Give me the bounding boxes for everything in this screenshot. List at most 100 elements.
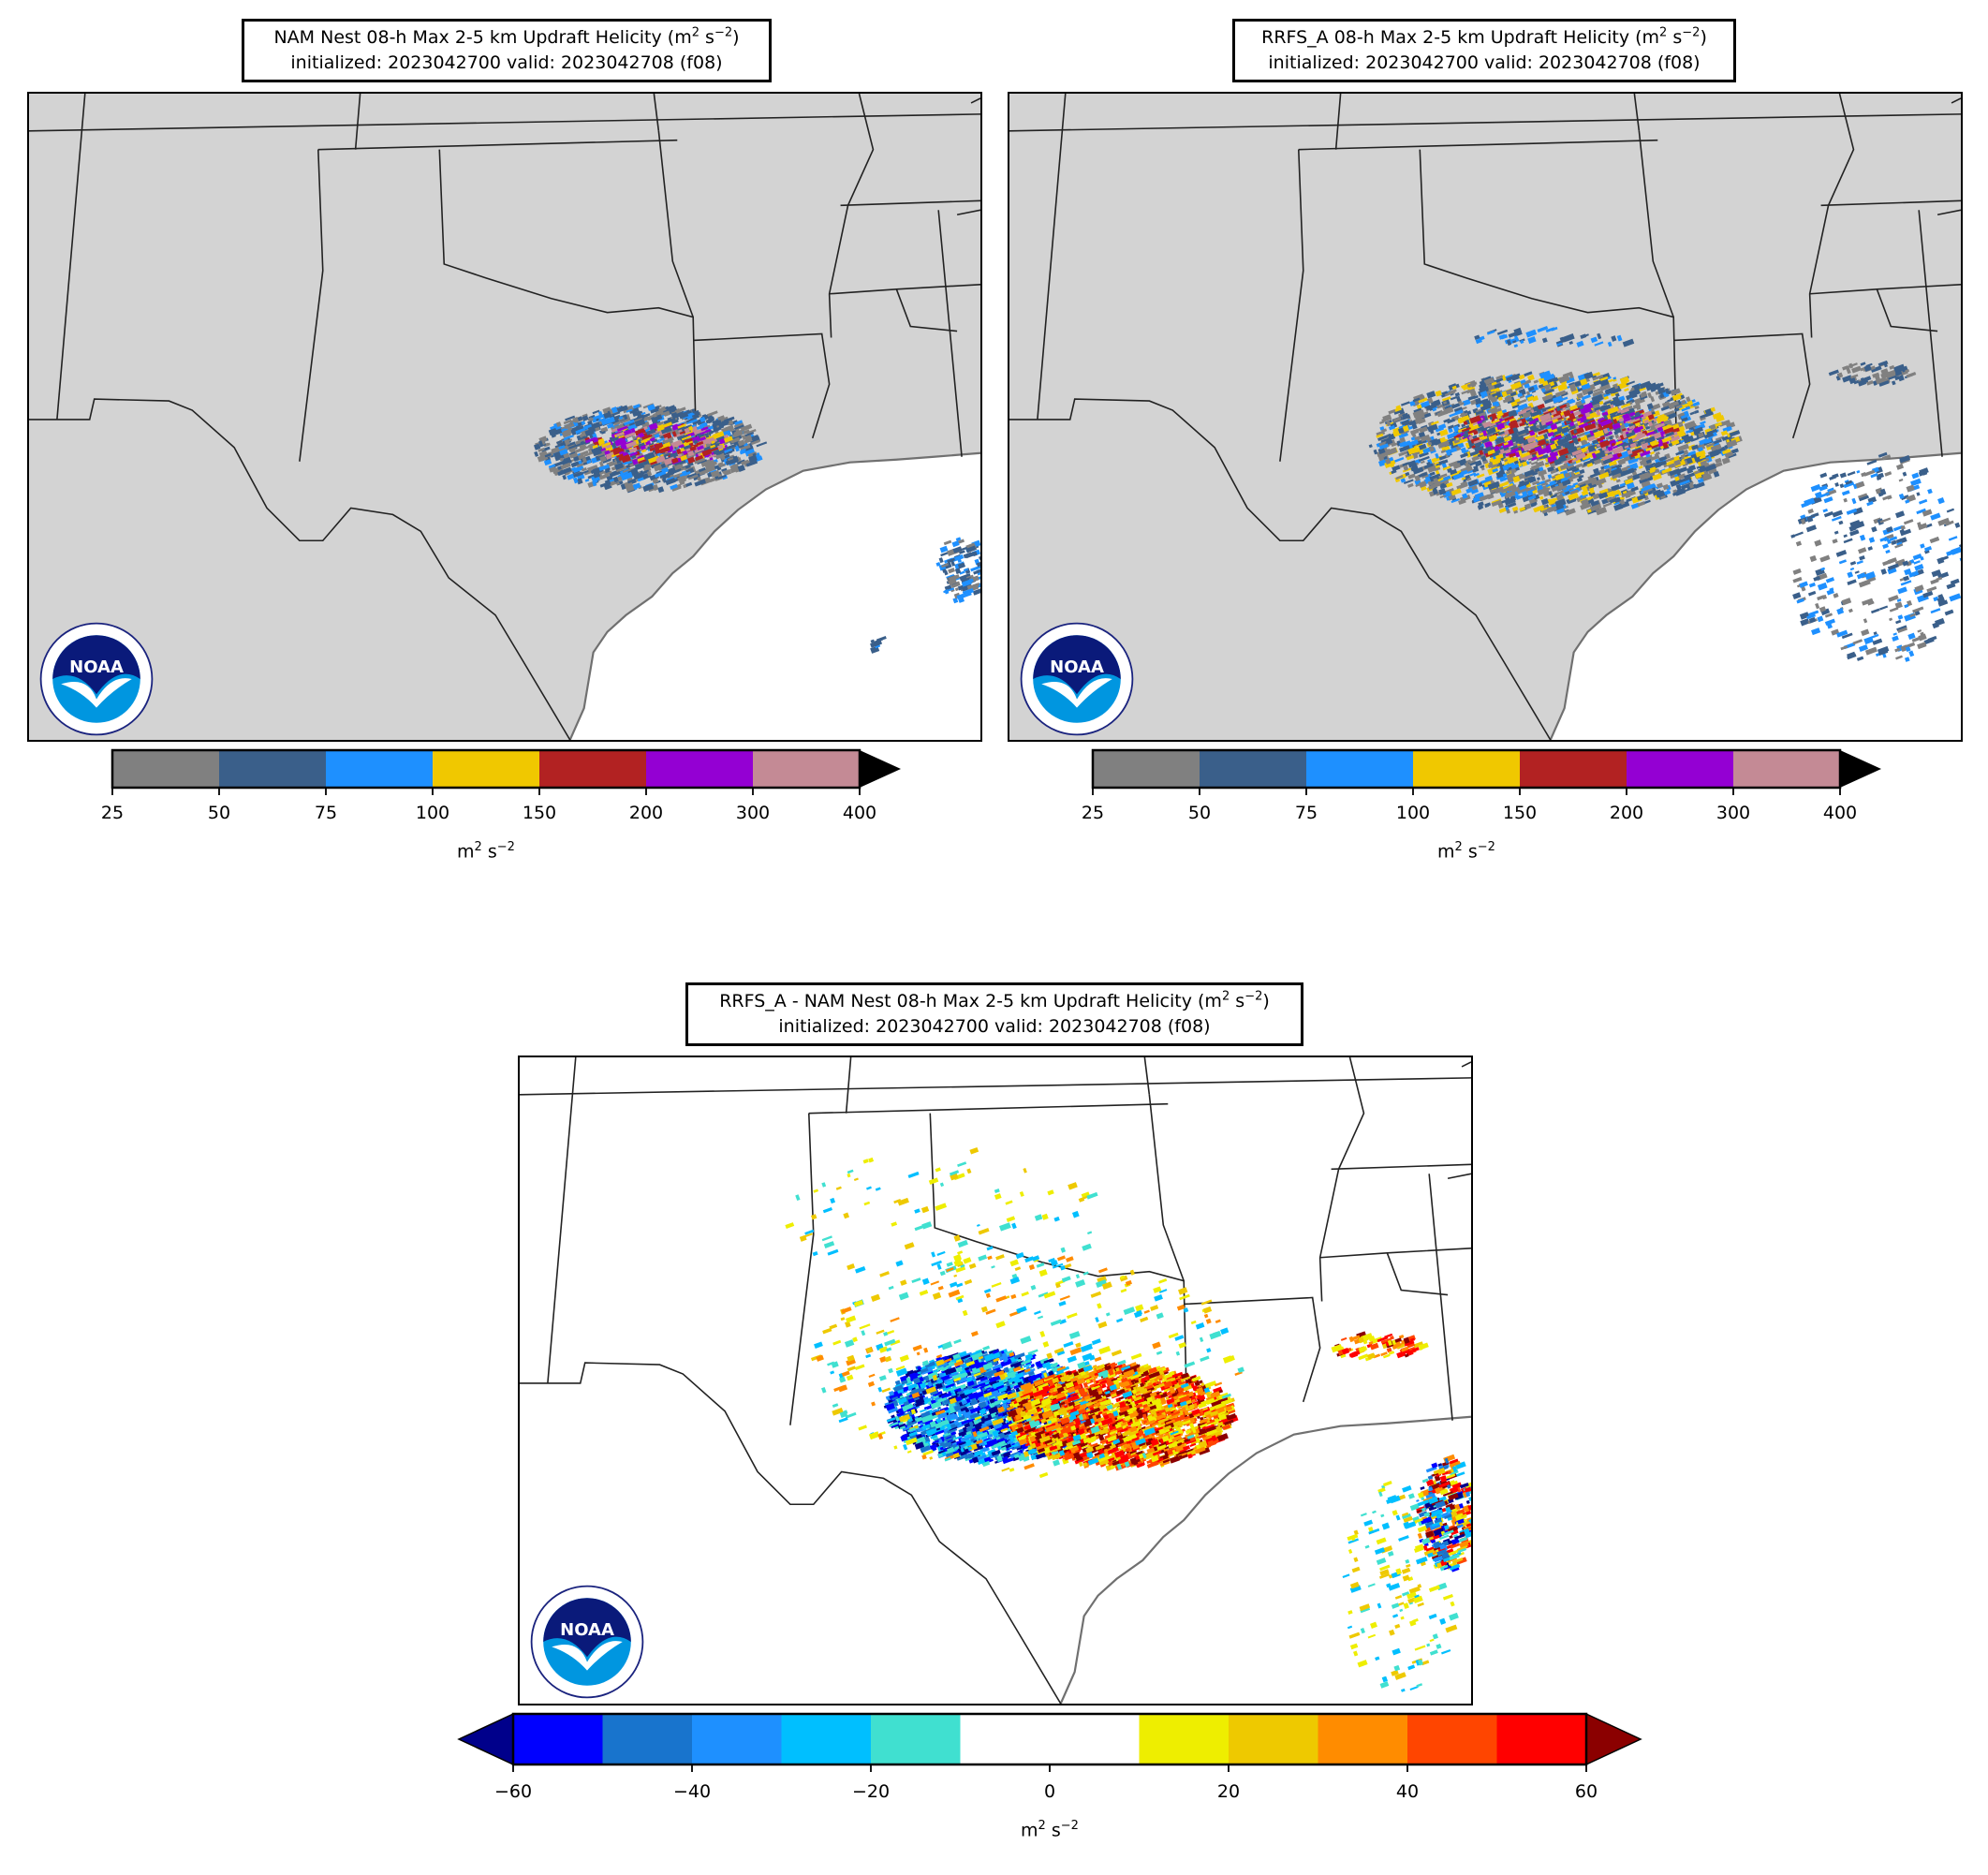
nam-colorbar: 25 50 75 100 150 200 300 400 m2 s−2 bbox=[101, 748, 906, 862]
colorbar-tick-label: −40 bbox=[672, 1781, 712, 1802]
colorbar-tick-label: 400 bbox=[842, 803, 877, 823]
colorbar-segment bbox=[1733, 750, 1840, 788]
title-text: RRFS_A - NAM Nest 08-h Max 2-5 km Updraf… bbox=[719, 991, 1222, 1011]
title-text: ) bbox=[732, 27, 740, 48]
colorbar-segment bbox=[602, 1714, 693, 1764]
colorbar-extend-arrow bbox=[860, 750, 901, 788]
helicity-difference-swaths bbox=[785, 1147, 1471, 1692]
title-subline: initialized: 2023042700 valid: 202304270… bbox=[290, 52, 723, 73]
colorbar-tick-label: 75 bbox=[314, 803, 338, 823]
title-text: ) bbox=[1700, 27, 1707, 48]
title-sup: 2 bbox=[1221, 989, 1230, 1004]
title-sup: −2 bbox=[714, 25, 733, 40]
rrfs-panel-title: RRFS_A 08-h Max 2-5 km Updraft Helicity … bbox=[1232, 19, 1736, 82]
noaa-logo-svg: NOAA bbox=[530, 1585, 644, 1699]
colorbar-tick-label: 25 bbox=[1081, 803, 1105, 823]
colorbar-units-label: m2 s−2 bbox=[457, 840, 515, 863]
colorbar-tick-label: 0 bbox=[1043, 1781, 1056, 1802]
basemap bbox=[29, 94, 980, 740]
rrfs-colorbar: 25 50 75 100 150 200 300 400 m2 s−2 bbox=[1082, 748, 1887, 862]
helicity-swaths bbox=[1368, 325, 1961, 662]
helicity-swaths bbox=[533, 403, 980, 654]
colorbar-units-label: m2 s−2 bbox=[1021, 1819, 1079, 1841]
colorbar-svg bbox=[1091, 748, 1881, 795]
colorbar-tick-label: 400 bbox=[1822, 803, 1858, 823]
colorbar-high-extend-arrow bbox=[1585, 1712, 1642, 1766]
colorbar-tick-label: −20 bbox=[851, 1781, 891, 1802]
noaa-logo: NOAA bbox=[1012, 620, 1141, 738]
colorbar-segment bbox=[692, 1714, 782, 1764]
colorbar-segment bbox=[646, 750, 753, 788]
colorbar-low-extend-arrow bbox=[457, 1712, 514, 1766]
diff-map bbox=[518, 1056, 1473, 1705]
colorbar-tick-label: 300 bbox=[735, 803, 771, 823]
colorbar-tick-label: 20 bbox=[1216, 1781, 1241, 1802]
colorbar-segment bbox=[1318, 1714, 1408, 1764]
colorbar-tick-label: −60 bbox=[493, 1781, 533, 1802]
title-text: s bbox=[1230, 991, 1245, 1011]
logo-text: NOAA bbox=[560, 1620, 614, 1640]
rrfs-map-svg bbox=[1009, 94, 1961, 740]
colorbar-segment bbox=[1229, 1714, 1318, 1764]
diff-map-svg bbox=[520, 1057, 1471, 1704]
colorbar-svg bbox=[110, 748, 901, 795]
diff-panel-title: RRFS_A - NAM Nest 08-h Max 2-5 km Updraf… bbox=[685, 982, 1303, 1046]
colorbar-segment bbox=[781, 1714, 872, 1764]
rrfs-map bbox=[1008, 92, 1963, 742]
noaa-logo-svg: NOAA bbox=[1020, 622, 1134, 736]
colorbar-segment bbox=[1139, 1714, 1230, 1764]
colorbar-segment bbox=[219, 750, 326, 788]
nam-map-svg bbox=[29, 94, 980, 740]
colorbar-segment bbox=[871, 1714, 961, 1764]
colorbar-tick-label: 75 bbox=[1294, 803, 1318, 823]
title-sup: −2 bbox=[1244, 989, 1263, 1004]
colorbar-segment bbox=[1093, 750, 1200, 788]
colorbar-segment bbox=[1413, 750, 1520, 788]
title-text: NAM Nest 08-h Max 2-5 km Updraft Helicit… bbox=[273, 27, 692, 48]
colorbar-segment bbox=[1496, 1714, 1587, 1764]
colorbar-extend-arrow bbox=[1840, 750, 1881, 788]
colorbar-segment bbox=[539, 750, 646, 788]
colorbar-tick-label: 100 bbox=[415, 803, 450, 823]
colorbar-segment bbox=[1407, 1714, 1497, 1764]
colorbar-segment bbox=[513, 1714, 603, 1764]
colorbar-segment bbox=[753, 750, 860, 788]
colorbar-segment bbox=[112, 750, 219, 788]
colorbar-units-label: m2 s−2 bbox=[1437, 840, 1495, 863]
colorbar-segment bbox=[326, 750, 433, 788]
diff-colorbar: −60 −40 −20 0 20 40 60 m2 s−2 bbox=[457, 1712, 1642, 1840]
nam-panel-title: NAM Nest 08-h Max 2-5 km Updraft Helicit… bbox=[242, 19, 772, 82]
colorbar-tick-label: 200 bbox=[1609, 803, 1644, 823]
title-text: s bbox=[699, 27, 714, 48]
colorbar-svg bbox=[457, 1712, 1642, 1772]
colorbar-tick-label: 150 bbox=[522, 803, 557, 823]
colorbar-segment bbox=[1627, 750, 1733, 788]
colorbar-tick-label: 40 bbox=[1395, 1781, 1420, 1802]
colorbar-tick-label: 200 bbox=[628, 803, 664, 823]
colorbar-segment bbox=[1050, 1714, 1140, 1764]
colorbar-tick-label: 300 bbox=[1716, 803, 1751, 823]
colorbar-tick-label: 60 bbox=[1574, 1781, 1598, 1802]
colorbar-segment bbox=[960, 1714, 1051, 1764]
title-text: RRFS_A 08-h Max 2-5 km Updraft Helicity … bbox=[1261, 27, 1660, 48]
nam-map bbox=[27, 92, 982, 742]
title-subline: initialized: 2023042700 valid: 202304270… bbox=[1268, 52, 1701, 73]
title-sup: 2 bbox=[691, 25, 699, 40]
logo-text: NOAA bbox=[69, 657, 124, 677]
colorbar-segment bbox=[1306, 750, 1413, 788]
colorbar-segment bbox=[433, 750, 539, 788]
noaa-logo: NOAA bbox=[523, 1583, 652, 1701]
title-text: s bbox=[1667, 27, 1683, 48]
colorbar-tick-label: 50 bbox=[207, 803, 231, 823]
colorbar-tick-label: 50 bbox=[1187, 803, 1212, 823]
title-text: ) bbox=[1262, 991, 1270, 1011]
noaa-logo: NOAA bbox=[32, 620, 161, 738]
colorbar-tick-label: 100 bbox=[1395, 803, 1431, 823]
title-subline: initialized: 2023042700 valid: 202304270… bbox=[778, 1016, 1211, 1037]
noaa-logo-svg: NOAA bbox=[39, 622, 154, 736]
title-sup: −2 bbox=[1682, 25, 1701, 40]
colorbar-segment bbox=[1520, 750, 1627, 788]
logo-text: NOAA bbox=[1050, 657, 1104, 677]
colorbar-segment bbox=[1200, 750, 1306, 788]
title-sup: 2 bbox=[1659, 25, 1668, 40]
